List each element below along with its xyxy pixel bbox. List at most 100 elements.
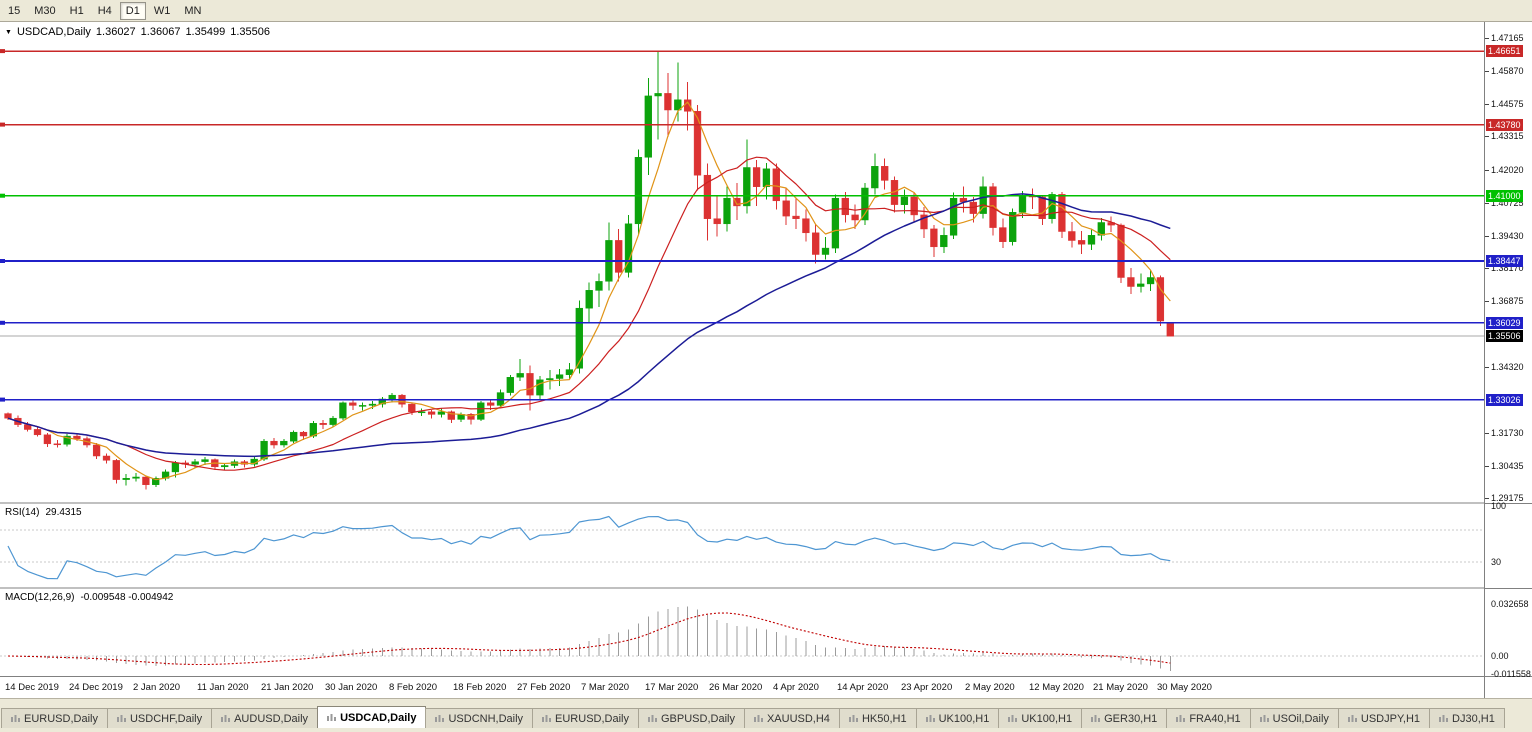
- chart-tab-icon: [11, 714, 20, 722]
- rsi-value: 29.4315: [45, 507, 82, 518]
- chart-tab-usdcad-daily[interactable]: USDCAD,Daily: [317, 706, 427, 728]
- price-axis-tick: 1.47165: [1491, 33, 1524, 43]
- chart-tab-label: UK100,H1: [938, 712, 990, 725]
- rsi-axis-label: 100: [1491, 501, 1507, 511]
- chart-tab-usdcnh-daily[interactable]: USDCNH,Daily: [425, 708, 534, 728]
- price-line-flag: 1.43780: [1486, 119, 1523, 131]
- date-axis-label: 11 Jan 2020: [197, 682, 249, 693]
- price-axis-tick: 1.30435: [1491, 461, 1524, 471]
- chart-tab-label: USDCHF,Daily: [129, 712, 203, 725]
- chart-tab-icon: [1439, 714, 1449, 722]
- chart-tab-label: EURUSD,Daily: [24, 712, 98, 725]
- date-axis-label: 7 Mar 2020: [581, 682, 630, 693]
- price-line-flag: 1.46651: [1486, 45, 1523, 57]
- chart-tab-icon: [848, 714, 858, 722]
- chart-tab-audusd-daily[interactable]: AUDUSD,Daily: [211, 708, 319, 728]
- date-axis-label: 26 Mar 2020: [709, 682, 763, 693]
- timeframe-button-h1[interactable]: H1: [69, 4, 84, 17]
- chart-tab-label: GER30,H1: [1104, 712, 1158, 725]
- chart-tab-usdchf-daily[interactable]: USDCHF,Daily: [106, 708, 213, 728]
- chart-tab-icon: [221, 714, 231, 722]
- timeframe-button-h4[interactable]: H4: [97, 4, 112, 17]
- chart-window[interactable]: ▼ USDCAD,Daily 1.36027 1.36067 1.35499 1…: [0, 22, 1484, 698]
- chart-tab-eurusd-daily[interactable]: EURUSD,Daily: [532, 708, 639, 728]
- chart-tab-usdjpy-h1[interactable]: USDJPY,H1: [1337, 708, 1431, 728]
- timeframe-button-m30[interactable]: M30: [34, 4, 56, 17]
- date-axis-label: 14 Dec 2019: [5, 682, 59, 693]
- price-axis-tick: 1.45870: [1491, 66, 1524, 76]
- date-axis-label: 21 Jan 2020: [261, 682, 314, 693]
- date-axis-label: 30 May 2020: [1157, 682, 1212, 693]
- date-axis-label: 17 Mar 2020: [645, 682, 699, 693]
- timeframe-button-w1[interactable]: W1: [153, 4, 171, 17]
- chart-tab-icon: [542, 714, 552, 722]
- price-axis-tick: 1.42020: [1491, 165, 1524, 175]
- chart-tab-label: DJ30,H1: [1452, 712, 1495, 725]
- chart-tab-ger30-h1[interactable]: GER30,H1: [1081, 708, 1168, 728]
- chart-tab-fra40-h1[interactable]: FRA40,H1: [1166, 708, 1251, 728]
- rsi-name: RSI(14): [5, 507, 40, 518]
- chart-tab-xauusd-h4[interactable]: XAUUSD,H4: [743, 708, 840, 728]
- chart-tab-icon: [1008, 714, 1018, 722]
- current-price-flag: 1.35506: [1486, 330, 1523, 342]
- chart-tab-usoil-daily[interactable]: USOil,Daily: [1249, 708, 1339, 728]
- price-chart-canvas[interactable]: [0, 22, 1484, 676]
- chart-tab-icon: [1347, 714, 1357, 722]
- chart-tab-label: FRA40,H1: [1189, 712, 1241, 725]
- macd-values: -0.009548 -0.004942: [80, 592, 174, 603]
- chart-tab-label: UK100,H1: [1021, 712, 1073, 725]
- macd-axis-label: -0.011558: [1491, 669, 1531, 679]
- chart-tab-zone: EURUSD,Daily USDCHF,Daily AUDUSD,Daily USDC…: [0, 698, 1532, 732]
- ohlc-high: 1.36067: [140, 26, 181, 38]
- ohlc-open: 1.36027: [95, 26, 136, 38]
- chart-tab-uk100-h1[interactable]: UK100,H1: [915, 708, 1000, 728]
- chart-tab-label: USDCNH,Daily: [448, 712, 524, 725]
- date-axis-label: 2 May 2020: [965, 682, 1015, 693]
- price-axis-tick: 1.29175: [1491, 493, 1524, 503]
- chart-tab-eurusd-daily[interactable]: EURUSD,Daily: [1, 708, 108, 728]
- price-line-flag: 1.36029: [1486, 317, 1523, 329]
- date-axis-label: 18 Feb 2020: [453, 682, 507, 693]
- price-axis-tick: 1.31730: [1491, 428, 1524, 438]
- chart-tab-icon: [648, 714, 657, 722]
- macd-axis-label: 0.032658: [1491, 599, 1529, 609]
- chart-tab-icon: [1259, 714, 1269, 722]
- chart-tab-label: HK50,H1: [861, 712, 907, 725]
- chart-tab-icon: [1176, 714, 1186, 722]
- date-axis-label: 30 Jan 2020: [325, 682, 378, 693]
- ohlc-low: 1.35499: [185, 26, 226, 38]
- date-axis-label: 8 Feb 2020: [389, 682, 438, 693]
- chart-tab-icon: [435, 714, 445, 722]
- rsi-indicator-label: RSI(14) 29.4315: [5, 507, 82, 518]
- price-axis-tick: 1.44575: [1491, 99, 1524, 109]
- chart-tab-label: GBPUSD,Daily: [661, 712, 735, 725]
- price-axis[interactable]: 1.47165 1.45870 1.44575 1.43315 1.42020 1.407…: [1484, 22, 1532, 698]
- date-axis-label: 4 Apr 2020: [773, 682, 819, 693]
- chart-tab-uk100-h1[interactable]: UK100,H1: [998, 708, 1083, 728]
- date-axis-label: 12 May 2020: [1029, 682, 1084, 693]
- chart-tab-icon: [116, 714, 126, 722]
- date-axis-label: 2 Jan 2020: [133, 682, 181, 693]
- rsi-axis-label: 30: [1491, 557, 1502, 567]
- chart-tab-label: USDCAD,Daily: [340, 711, 417, 724]
- date-axis-label: 24 Dec 2019: [69, 682, 123, 693]
- timeframe-button-mn[interactable]: MN: [184, 4, 202, 17]
- price-axis-tick: 1.38170: [1491, 263, 1524, 273]
- macd-name: MACD(12,26,9): [5, 592, 75, 603]
- chart-tab-icon: [327, 713, 337, 721]
- chart-tab-hk50-h1[interactable]: HK50,H1: [838, 708, 917, 728]
- chart-title: ▼ USDCAD,Daily 1.36027 1.36067 1.35499 1…: [5, 26, 270, 38]
- timeframe-button-15[interactable]: 15: [8, 4, 21, 17]
- chart-tab-bar: EURUSD,Daily USDCHF,Daily AUDUSD,Daily USDC…: [0, 706, 1532, 728]
- chart-tab-label: USOil,Daily: [1272, 712, 1329, 725]
- date-axis[interactable]: 14 Dec 2019 24 Dec 2019 2 Jan 2020 11 Jan 2…: [0, 676, 1484, 698]
- chart-tab-gbpusd-daily[interactable]: GBPUSD,Daily: [638, 708, 745, 728]
- macd-axis-label: 0.00: [1491, 651, 1509, 661]
- chart-tab-icon: [1091, 714, 1101, 722]
- price-axis-tick: 1.43315: [1491, 131, 1524, 141]
- symbol-dropdown-icon[interactable]: ▼: [5, 29, 12, 36]
- chart-tab-dj30-h1[interactable]: DJ30,H1: [1429, 708, 1505, 728]
- timeframe-button-d1[interactable]: D1: [119, 1, 146, 20]
- chart-symbol-label: USDCAD,Daily: [16, 26, 91, 38]
- chart-tab-icon: [925, 714, 935, 722]
